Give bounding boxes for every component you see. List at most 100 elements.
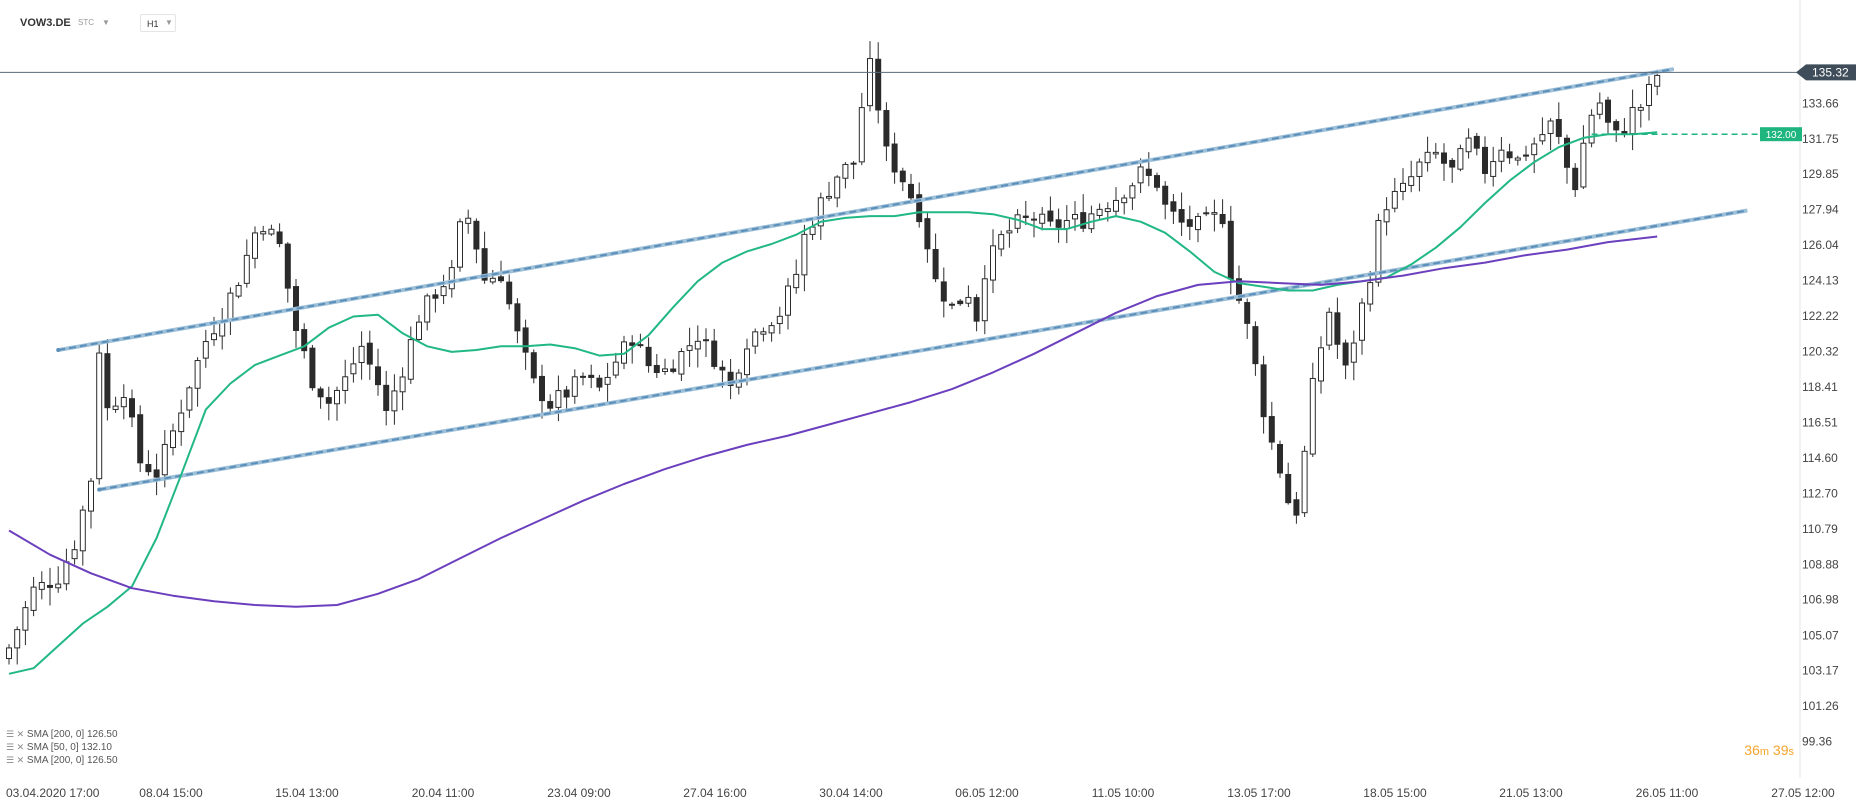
- candle-body: [1178, 209, 1185, 223]
- candle-body: [1342, 342, 1349, 366]
- y-tick-label: 103.17: [1802, 664, 1839, 678]
- candle: [1629, 89, 1636, 151]
- candle-body: [645, 346, 652, 367]
- y-tick-label: 99.36: [1802, 735, 1832, 749]
- candle-body: [703, 339, 709, 342]
- candle-body: [899, 170, 906, 183]
- candle-body: [867, 58, 873, 107]
- candle-body: [1646, 83, 1652, 106]
- candle: [678, 348, 685, 382]
- indicator-settings-close-icon[interactable]: ☰ ✕: [6, 755, 25, 765]
- candle: [1145, 152, 1152, 187]
- candle-body: [1506, 151, 1513, 159]
- candle-body: [1277, 444, 1283, 474]
- candle: [629, 335, 636, 364]
- x-tick-label: 08.04 15:00: [139, 786, 203, 800]
- candle: [1637, 104, 1644, 128]
- candle-body: [1391, 190, 1398, 209]
- candle-body: [596, 377, 603, 388]
- candle: [760, 327, 767, 342]
- candle: [1285, 462, 1292, 505]
- candle-body: [6, 647, 12, 660]
- candle: [1334, 297, 1341, 359]
- candle-body: [440, 286, 447, 297]
- timeframe-dropdown-icon[interactable]: ▼: [165, 18, 173, 27]
- candle: [63, 548, 70, 591]
- candle-body: [1367, 282, 1374, 305]
- candle: [153, 453, 160, 496]
- candle-body: [588, 374, 595, 378]
- candle: [120, 384, 127, 420]
- candle-body: [211, 333, 217, 341]
- candle: [424, 293, 431, 331]
- x-tick-label: 26.05 11:00: [1636, 786, 1699, 800]
- candle: [1096, 203, 1103, 221]
- candle: [530, 349, 537, 384]
- legend-label: SMA [50, 0] 132.10: [26, 742, 112, 753]
- x-tick-label: 23.04 09:00: [547, 786, 611, 800]
- candle: [1301, 445, 1308, 517]
- candle: [1211, 199, 1218, 232]
- candle: [1342, 339, 1349, 380]
- candle: [785, 278, 791, 330]
- y-tick-label: 118.41: [1802, 380, 1838, 394]
- symbol-name[interactable]: VOW3.DE: [20, 17, 71, 29]
- candle: [309, 344, 316, 391]
- legend-sma200-b[interactable]: ☰ ✕ SMA [200, 0] 126.50: [6, 754, 118, 767]
- candle-body: [1203, 212, 1210, 215]
- candle: [604, 362, 611, 402]
- candle-body: [604, 376, 611, 385]
- candle: [744, 338, 750, 386]
- candle-body: [1637, 107, 1644, 111]
- candle-body: [826, 195, 832, 199]
- candle-body: [170, 430, 176, 449]
- candle-body: [1375, 219, 1382, 283]
- candle: [1383, 197, 1390, 236]
- x-tick-label: 27.04 16:00: [683, 786, 747, 800]
- candle: [990, 229, 996, 294]
- x-tick-label: 21.05 13:00: [1499, 786, 1563, 800]
- candle: [1277, 440, 1283, 478]
- candle: [1186, 205, 1193, 241]
- candle-body: [1039, 213, 1046, 224]
- timeframe-selector[interactable]: H1: [140, 14, 176, 32]
- indicator-settings-close-icon[interactable]: ☰ ✕: [6, 742, 25, 752]
- candle: [1654, 69, 1661, 96]
- candle: [243, 239, 250, 288]
- indicator-settings-close-icon[interactable]: ☰ ✕: [6, 729, 25, 739]
- legend-sma200-a[interactable]: ☰ ✕ SMA [200, 0] 126.50: [6, 728, 118, 741]
- candle-body: [1195, 215, 1201, 231]
- symbol-dropdown-icon[interactable]: ▼: [102, 18, 110, 27]
- candle: [973, 294, 980, 332]
- candle-body: [1285, 473, 1292, 504]
- candle-body: [1605, 99, 1611, 123]
- candle: [1006, 219, 1013, 248]
- candle-body: [530, 352, 537, 379]
- candle-body: [1154, 175, 1160, 188]
- candle-body: [760, 331, 767, 335]
- channel-lower: [99, 209, 1748, 491]
- candle-body: [350, 363, 357, 375]
- candle: [293, 279, 299, 348]
- x-tick-label: 20.04 11:00: [412, 786, 475, 800]
- candle-body: [785, 285, 791, 316]
- candle: [79, 505, 86, 566]
- legend-sma50[interactable]: ☰ ✕ SMA [50, 0] 132.10: [6, 741, 112, 754]
- candle-body: [1268, 416, 1275, 443]
- candle: [325, 386, 332, 421]
- candle: [284, 242, 291, 303]
- candle: [826, 181, 832, 202]
- candle-body: [949, 303, 955, 306]
- candle: [1063, 205, 1070, 244]
- candle: [752, 328, 759, 354]
- candle: [555, 375, 562, 422]
- candle-body: [1219, 213, 1226, 225]
- candle-body: [424, 295, 431, 323]
- candle: [1318, 336, 1324, 394]
- candle-body: [47, 584, 53, 588]
- candle: [55, 566, 62, 593]
- candle-body: [1031, 218, 1037, 221]
- candle: [375, 348, 381, 396]
- candle-body: [1408, 176, 1415, 186]
